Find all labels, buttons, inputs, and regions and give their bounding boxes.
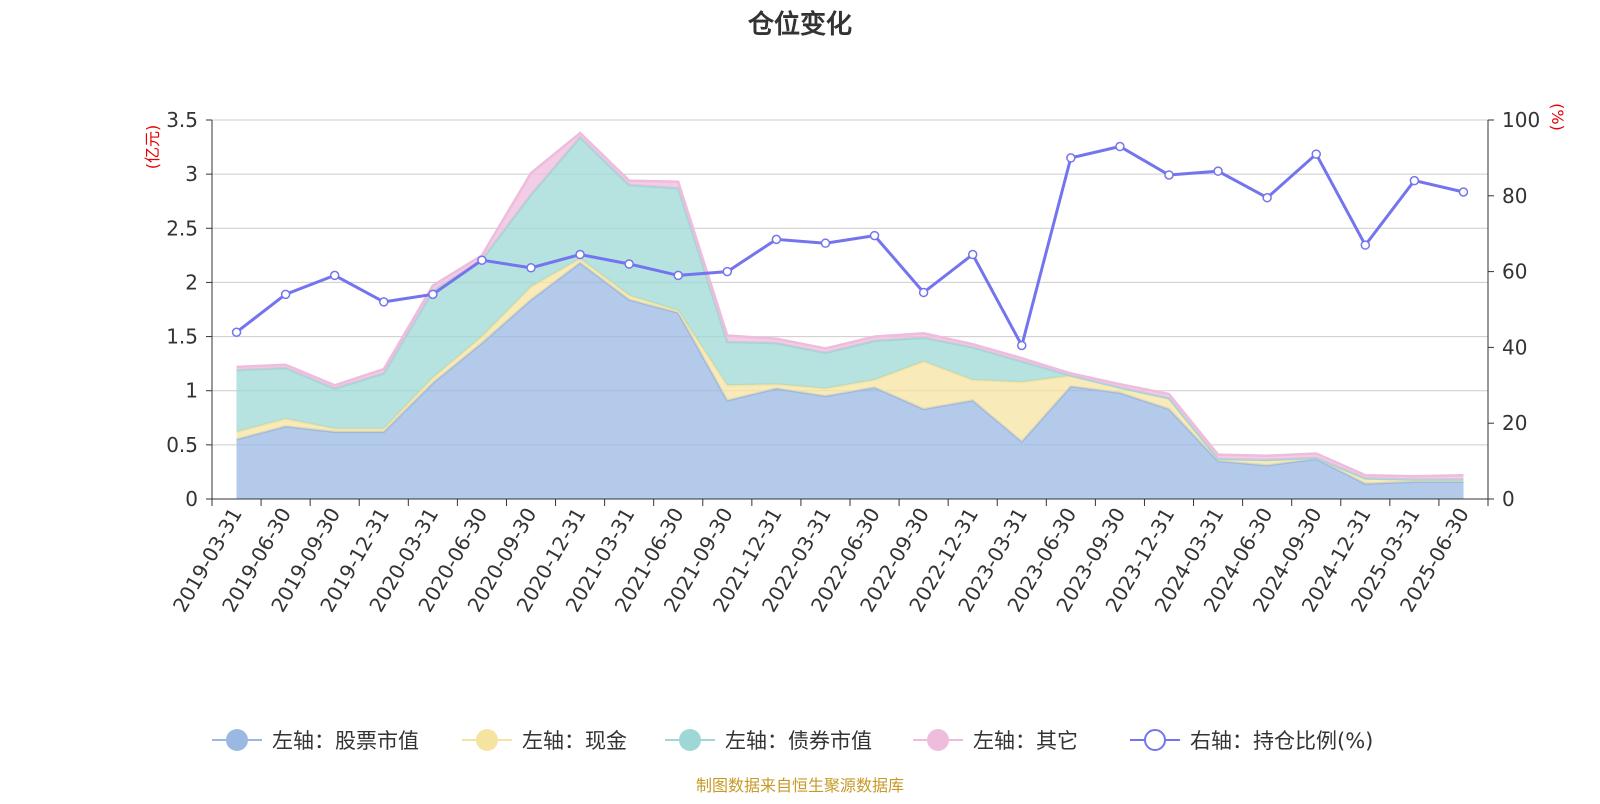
legend-label: 左轴：其它 [973,729,1078,753]
left-tick-label: 1.5 [166,325,198,349]
ratio-point [526,263,536,273]
legend-label: 左轴：股票市值 [272,729,419,753]
ratio-point [428,289,438,300]
area-series [236,131,1464,499]
right-tick-label: 100 [1502,108,1540,132]
ratio-line [235,144,1464,350]
legend-marker [679,729,701,751]
ratio-point [1115,141,1125,152]
ratio-point [1262,192,1272,203]
right-axis-unit: (%) [1548,103,1567,131]
right-tick-label: 20 [1502,411,1527,435]
left-axis-unit: (亿元) [143,125,162,170]
area-左轴：其它 [236,133,1464,480]
ratio-point [624,259,634,269]
legend-marker [1144,729,1166,751]
ratio-point [771,234,782,245]
ratio-point [1164,170,1174,180]
legend-marker [927,729,949,751]
ratio-point [722,266,733,277]
area-左轴：股票市值 [236,262,1464,499]
ratio-point [1213,166,1223,176]
left-tick-label: 2.5 [166,216,198,240]
ratio-point [820,238,831,248]
ratio-point [1017,340,1027,351]
line-series [231,141,1469,351]
legend-label: 左轴：现金 [522,729,627,753]
left-tick-label: 0 [185,487,198,511]
area-edge-左轴：其它 [236,131,1464,478]
ratio-point [967,249,978,260]
ratio-point [869,230,880,241]
ratio-point [1458,187,1469,197]
chart-title: 仓位变化 [747,9,852,40]
left-tick-label: 3 [185,162,198,186]
left-tick-label: 2 [185,270,198,294]
legend-label: 右轴：持仓比例(%) [1190,729,1373,753]
ratio-point [1409,175,1420,186]
right-tick-label: 80 [1502,184,1527,208]
ratio-point [280,289,291,300]
legend-marker [226,729,248,751]
left-tick-label: 3.5 [166,108,198,132]
ratio-point [477,255,487,265]
right-tick-label: 40 [1502,335,1527,359]
ratio-point [673,270,683,281]
ratio-point [918,287,929,298]
ratio-point [231,327,242,337]
ratio-point [575,249,585,260]
source-note: 制图数据来自恒生聚源数据库 [696,776,904,795]
legend-label: 左轴：债券市值 [725,729,872,753]
ratio-point [379,297,389,307]
ratio-point [1311,149,1321,159]
ratio-point [1066,153,1076,163]
left-tick-label: 1 [185,379,198,403]
area-左轴：债券市值 [236,137,1464,480]
ratio-point [329,270,340,281]
right-tick-label: 60 [1502,260,1527,284]
right-tick-label: 0 [1502,487,1515,511]
legend: 左轴：股票市值 左轴：现金 左轴：债券市值 左轴：其它 右轴：持仓比例(%) [212,729,1373,753]
area-edge-左轴：债券市值 [236,135,1464,481]
legend-marker [476,729,498,751]
ratio-point [1360,240,1371,250]
left-tick-label: 0.5 [166,433,198,457]
